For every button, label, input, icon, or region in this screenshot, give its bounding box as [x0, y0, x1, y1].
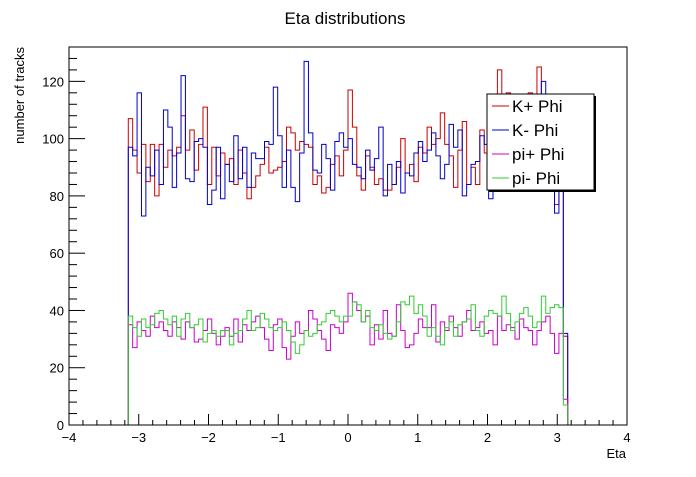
legend-label-1: K- Phi	[512, 121, 558, 140]
x-tick-label: −2	[201, 430, 216, 445]
chart-title: Eta distributions	[285, 9, 406, 28]
x-tick-label: 0	[344, 430, 351, 445]
x-tick-label: −4	[62, 430, 77, 445]
legend-label-2: pi+ Phi	[512, 145, 564, 164]
x-tick-label: 1	[414, 430, 421, 445]
series-line-2	[69, 292, 627, 426]
y-tick-label: 60	[50, 246, 64, 261]
x-axis-label: Eta	[606, 446, 626, 461]
x-tick-label: 3	[554, 430, 561, 445]
y-axis-label: number of tracks	[12, 47, 27, 144]
x-tick-label: −1	[271, 430, 286, 445]
x-tick-label: −3	[131, 430, 146, 445]
y-tick-label: 100	[42, 132, 64, 147]
y-tick-label: 0	[57, 418, 64, 433]
y-tick-label: 40	[50, 303, 64, 318]
y-tick-label: 80	[50, 189, 64, 204]
legend: K+ Phi K- Phi pi+ Phi pi- Phi	[486, 93, 596, 192]
x-tick-label: 2	[484, 430, 491, 445]
y-tick-label: 20	[50, 361, 64, 376]
legend-label-0: K+ Phi	[512, 97, 563, 116]
y-tick-label: 120	[42, 74, 64, 89]
legend-box	[486, 93, 595, 191]
legend-label-3: pi- Phi	[512, 169, 560, 188]
series-line-3	[69, 295, 627, 426]
x-tick-label: 4	[623, 430, 630, 445]
